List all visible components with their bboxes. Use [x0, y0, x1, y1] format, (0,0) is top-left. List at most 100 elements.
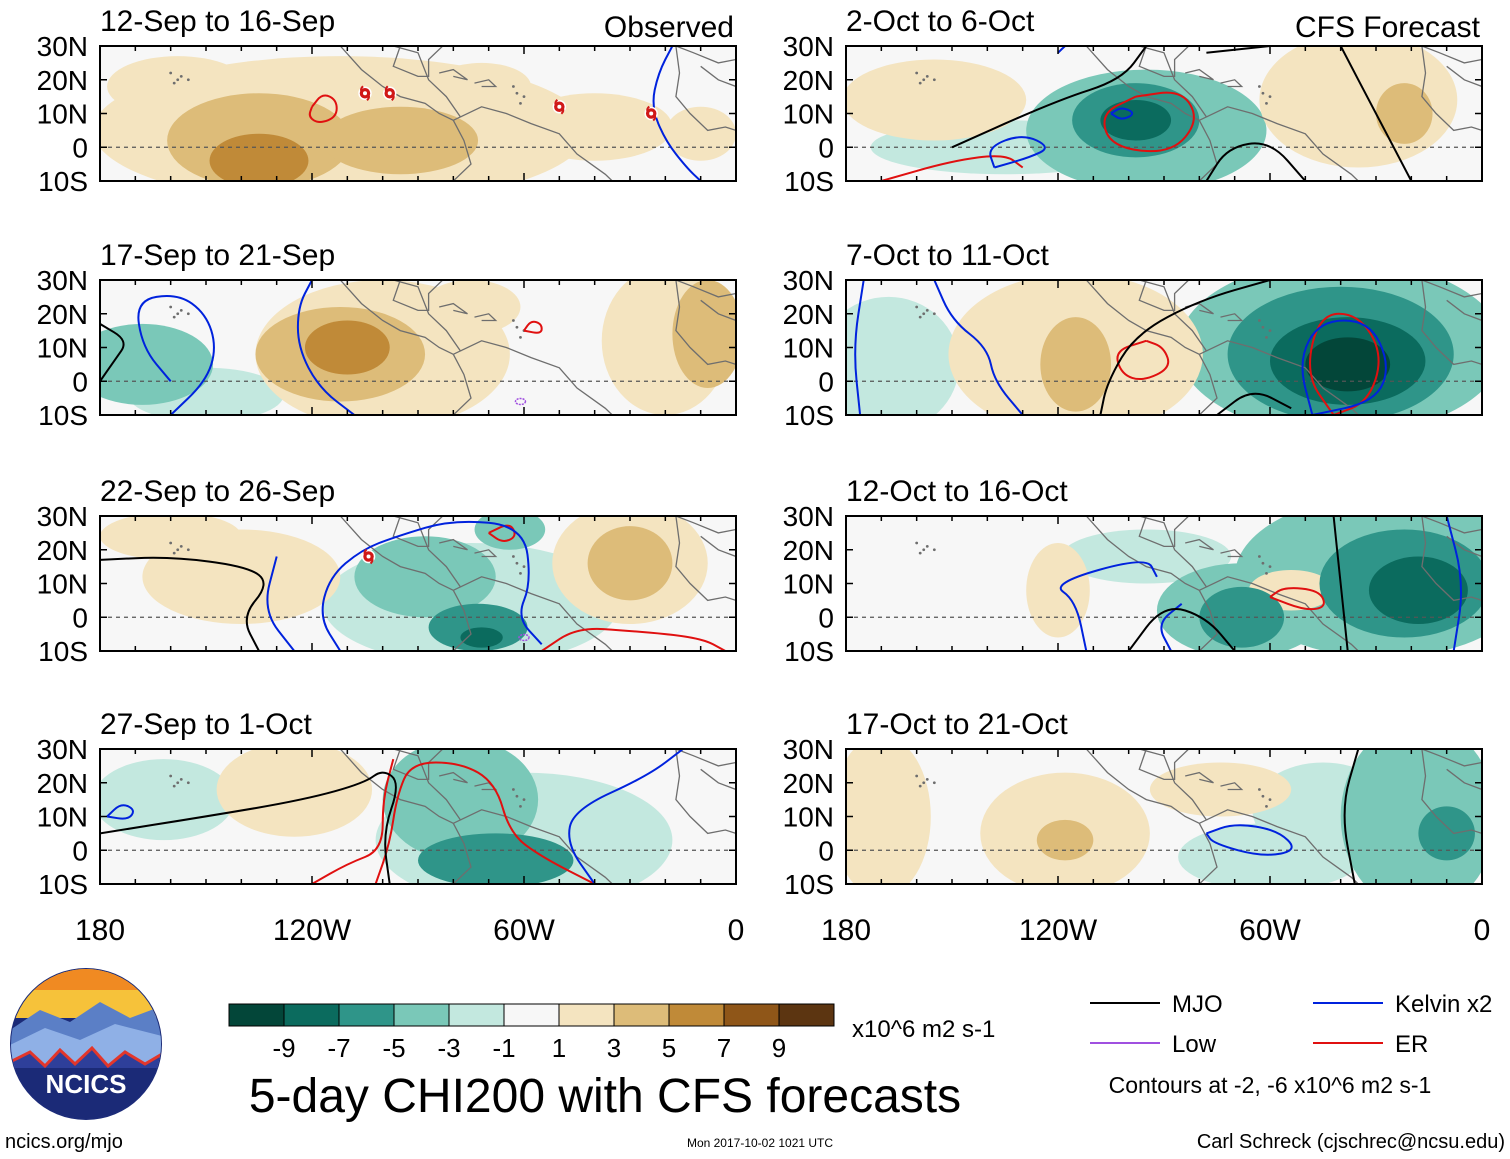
panel-period-label: 12-Sep to 16-Sep: [100, 5, 335, 38]
coastline: [675, 280, 736, 298]
island: [515, 91, 519, 95]
island: [515, 794, 519, 798]
colorbar-swatch: [228, 1003, 285, 1027]
y-tick-label: 10N: [783, 569, 834, 600]
coastline: [460, 576, 613, 651]
colorbar-tick-label: 3: [607, 1033, 621, 1063]
kelvin-contour: [933, 280, 1024, 415]
coastline: [1446, 768, 1482, 791]
x-tick-label: 0: [1474, 914, 1491, 947]
legend-item-kelvin-x2: Kelvin x2: [1313, 991, 1492, 1018]
island: [186, 78, 190, 82]
colorbar: -9 -7 -5 -3 -1 1 3 5 7 9: [228, 1003, 835, 1063]
y-tick-label: 0: [818, 366, 834, 397]
island: [176, 548, 180, 552]
y-tick-label: 10N: [783, 802, 834, 833]
anomaly-blob: [209, 133, 309, 181]
coastline: [700, 768, 736, 791]
island: [522, 95, 526, 99]
colorbar-tick-label: 9: [772, 1033, 786, 1063]
y-tick-label: 30N: [37, 501, 88, 532]
island: [1265, 335, 1268, 339]
anomaly-blob: [1305, 337, 1391, 392]
low-contour: [518, 633, 530, 642]
anomaly-blob: [418, 833, 574, 884]
anomaly-blob: [1418, 806, 1475, 861]
legend-label: MJO: [1172, 991, 1223, 1018]
coastline: [1206, 340, 1359, 415]
footer-url: ncics.org/mjo: [5, 1131, 123, 1153]
coastline: [1185, 538, 1214, 551]
colorbar-tick-label: -5: [382, 1033, 405, 1063]
island: [169, 71, 173, 75]
coastline: [1206, 106, 1359, 181]
y-tick-label: 10S: [38, 400, 88, 431]
island: [519, 804, 522, 808]
anomaly-blob: [322, 106, 479, 175]
y-tick-label: 0: [72, 366, 88, 397]
coastline: [675, 749, 736, 767]
anomaly-blob: [1149, 762, 1292, 817]
anomaly-blob: [1368, 556, 1468, 624]
coastline: [1185, 68, 1214, 81]
island: [512, 319, 515, 322]
island: [169, 305, 173, 309]
coastline: [392, 280, 444, 312]
anomaly-blob: [474, 516, 546, 550]
coastline: [439, 538, 468, 551]
colorbar-tick-label: -7: [327, 1033, 350, 1063]
y-tick-label: 10S: [784, 636, 834, 667]
anomaly-blob: [846, 749, 931, 884]
island: [512, 788, 515, 791]
coastline: [452, 353, 472, 415]
y-tick-label: 20N: [783, 535, 834, 566]
mjo-contour: [1206, 46, 1271, 54]
y-tick-label: 10S: [38, 869, 88, 900]
mjo-contour: [951, 46, 1148, 149]
coastline: [1065, 516, 1208, 592]
kelvin-contour: [1059, 561, 1158, 651]
footer-timestamp: Mon 2017-10-02 1021 UTC: [687, 1136, 833, 1150]
mjo-contour: [1339, 46, 1413, 181]
y-tick-label: 20N: [783, 65, 834, 96]
ncics-logo: NCICS: [10, 968, 162, 1120]
y-tick-label: 10S: [784, 869, 834, 900]
island: [522, 798, 526, 802]
island: [176, 78, 180, 82]
coastline: [700, 65, 736, 88]
y-tick-label: 10S: [38, 166, 88, 197]
coastline: [392, 516, 444, 548]
coastline: [474, 79, 498, 88]
island: [176, 312, 180, 316]
coastline: [675, 516, 736, 602]
panel-period-label: 17-Sep to 21-Sep: [100, 239, 335, 272]
x-tick-label: 60W: [1239, 914, 1301, 947]
tropical-cyclone-icon: [361, 548, 376, 565]
y-tick-label: 20N: [37, 768, 88, 799]
island: [1268, 329, 1272, 333]
tropical-cyclone-icon: [644, 105, 658, 122]
anomaly-blob: [100, 759, 235, 841]
island: [172, 551, 176, 555]
y-tick-label: 10N: [37, 333, 88, 364]
coastline: [675, 46, 736, 132]
anomaly-blob: [382, 749, 539, 861]
coastline: [1198, 353, 1218, 415]
y-tick-label: 10N: [783, 99, 834, 130]
kelvin-contour: [321, 520, 543, 651]
coastline: [1065, 46, 1208, 122]
island: [512, 85, 515, 88]
anomaly-blob: [1026, 543, 1090, 638]
island: [1258, 85, 1261, 88]
coastline: [1185, 771, 1214, 784]
kelvin-contour: [568, 749, 684, 884]
panel-ticks: [99, 748, 737, 885]
colorbar-swatch: [448, 1003, 505, 1027]
island: [918, 315, 922, 319]
anomaly-blob: [1040, 317, 1111, 412]
x-tick-label: 180: [75, 914, 125, 947]
